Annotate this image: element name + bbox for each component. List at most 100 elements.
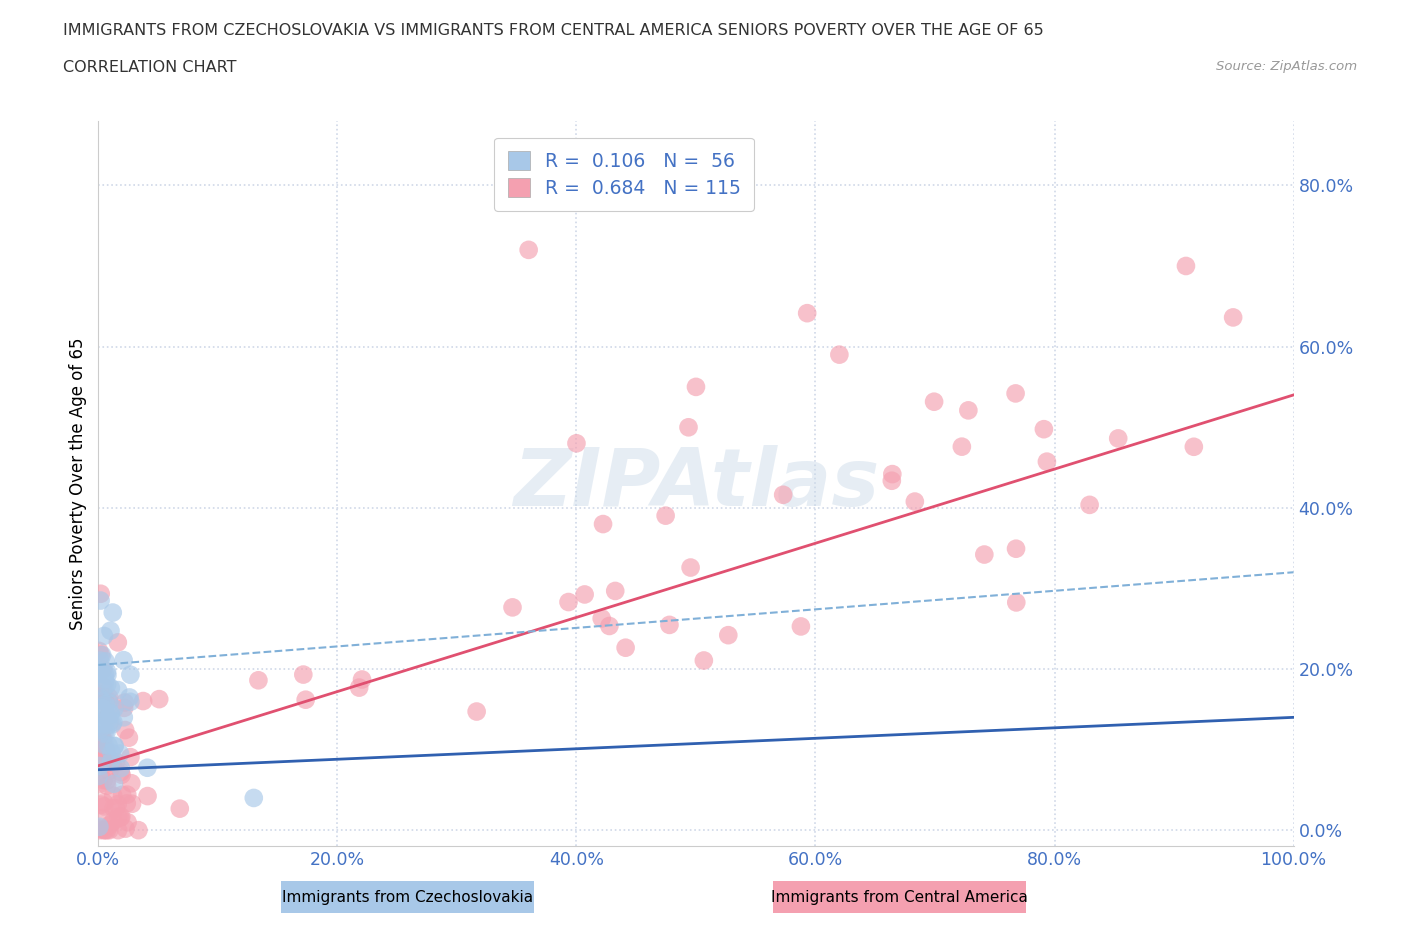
Point [90, 691, 112, 706]
Point [89, 759, 111, 774]
Point [121, 796, 143, 811]
Point [90, 586, 112, 601]
Point [89, 819, 111, 834]
Point [592, 517, 614, 532]
Point [96, 823, 118, 838]
Point [97, 711, 120, 725]
Point [502, 600, 524, 615]
Point [1107, 431, 1129, 445]
Point [565, 436, 588, 451]
Point [1005, 541, 1028, 556]
Point [90, 647, 112, 662]
Point [93, 773, 115, 788]
Point [98, 817, 121, 832]
Point [111, 788, 134, 803]
Point [96, 773, 118, 788]
Point [107, 823, 129, 838]
Point [115, 796, 138, 811]
Point [89, 664, 111, 679]
Point [117, 787, 139, 802]
Point [107, 797, 129, 812]
Point [658, 618, 681, 632]
Point [717, 628, 740, 643]
Point [598, 618, 620, 633]
Point [1182, 439, 1205, 454]
Point [247, 672, 270, 687]
Point [110, 810, 132, 825]
Point [107, 809, 129, 824]
Point [243, 790, 266, 805]
Point [91, 662, 114, 677]
Point [87, 644, 110, 658]
Point [98, 764, 121, 778]
Point [654, 508, 676, 523]
Point [87, 768, 110, 783]
Point [97, 709, 120, 724]
Point [148, 692, 170, 707]
Point [91, 733, 114, 748]
Point [904, 494, 927, 509]
Text: IMMIGRANTS FROM CZECHOSLOVAKIA VS IMMIGRANTS FROM CENTRAL AMERICA SENIORS POVERT: IMMIGRANTS FROM CZECHOSLOVAKIA VS IMMIGR… [63, 23, 1045, 38]
Point [678, 419, 700, 434]
Point [89, 722, 111, 737]
Y-axis label: Seniors Poverty Over the Age of 65: Seniors Poverty Over the Age of 65 [69, 338, 87, 630]
Point [89, 716, 111, 731]
Point [347, 680, 370, 695]
Point [101, 717, 124, 732]
Point [110, 809, 132, 824]
Point [103, 788, 125, 803]
Point [93, 679, 115, 694]
Point [90, 593, 112, 608]
Point [94, 756, 117, 771]
Point [110, 764, 132, 779]
Point [605, 583, 627, 598]
Point [828, 347, 851, 362]
Point [118, 730, 141, 745]
Point [98, 696, 121, 711]
Point [94, 697, 117, 711]
Text: Immigrants from Central America: Immigrants from Central America [772, 890, 1028, 905]
Point [100, 681, 122, 696]
Point [91, 734, 114, 749]
Legend: R =  0.106   N =  56, R =  0.684   N = 115: R = 0.106 N = 56, R = 0.684 N = 115 [495, 138, 754, 211]
Point [112, 700, 135, 715]
Point [110, 761, 132, 776]
Point [117, 815, 139, 830]
Point [97, 717, 120, 732]
Point [101, 605, 124, 620]
Point [89, 653, 111, 668]
Point [112, 710, 135, 724]
Point [94, 672, 117, 687]
Point [114, 723, 136, 737]
Text: CORRELATION CHART: CORRELATION CHART [63, 60, 236, 75]
Point [96, 668, 118, 683]
Point [973, 547, 995, 562]
Point [96, 664, 118, 679]
Point [120, 776, 142, 790]
Point [100, 746, 122, 761]
Point [120, 668, 142, 683]
Point [91, 810, 114, 825]
Point [120, 695, 142, 710]
Point [517, 243, 540, 258]
Point [93, 737, 115, 752]
Point [87, 686, 110, 701]
Point [1032, 421, 1054, 436]
Text: Source: ZipAtlas.com: Source: ZipAtlas.com [1216, 60, 1357, 73]
Point [98, 714, 121, 729]
Point [89, 712, 111, 727]
Point [574, 587, 596, 602]
Point [114, 821, 136, 836]
Point [127, 823, 149, 838]
Point [97, 694, 120, 709]
Point [93, 823, 115, 838]
Point [93, 680, 115, 695]
Point [465, 704, 488, 719]
Point [1036, 454, 1059, 469]
Point [100, 623, 122, 638]
Point [96, 711, 118, 725]
Point [103, 801, 125, 816]
Point [950, 439, 973, 454]
Point [294, 692, 316, 707]
Point [557, 594, 579, 609]
